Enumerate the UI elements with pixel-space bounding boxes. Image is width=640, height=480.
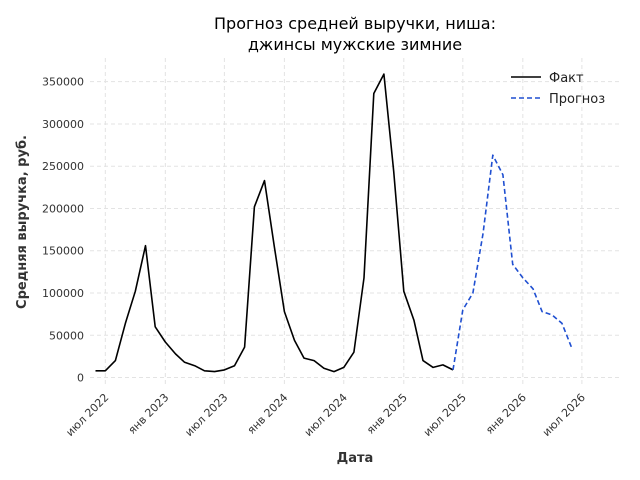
x-tick-label: июл 2023: [182, 391, 230, 439]
chart-title-line-2: джинсы мужские зимние: [248, 35, 462, 54]
y-tick-label: 50000: [49, 329, 84, 342]
series-lines: [95, 73, 573, 373]
x-tick-label: янв 2024: [245, 391, 291, 437]
y-tick-label: 100000: [42, 287, 84, 300]
y-tick-label: 150000: [42, 245, 84, 258]
x-tick-label: июл 2022: [63, 391, 111, 439]
y-tick-label: 0: [77, 372, 84, 385]
x-tick-label: июл 2025: [421, 391, 469, 439]
x-tick-label: июл 2026: [540, 391, 588, 439]
x-tick-label: янв 2023: [126, 391, 172, 437]
series-line-fact: [95, 73, 454, 373]
x-axis-ticks: июл 2022 янв 2023 июл 2023 янв 2024 июл 2024…: [63, 391, 588, 439]
legend: Факт Прогноз: [511, 71, 605, 107]
chart-title-line-1: Прогноз средней выручки, ниша:: [214, 14, 496, 33]
y-tick-label: 350000: [42, 76, 84, 89]
legend-label-fact: Факт: [549, 71, 584, 86]
y-tick-label: 250000: [42, 160, 84, 173]
x-tick-label: июл 2024: [302, 391, 350, 439]
x-tick-label: янв 2026: [483, 391, 529, 437]
legend-label-forecast: Прогноз: [549, 92, 605, 107]
y-tick-label: 200000: [42, 202, 84, 215]
x-axis-label: Дата: [337, 451, 374, 466]
x-tick-label: янв 2025: [364, 391, 410, 437]
series-line-forecast: [452, 154, 573, 371]
grid: [90, 58, 622, 386]
y-axis-ticks: 0 50000 100000 150000 200000 250000 300000 3500…: [42, 76, 84, 385]
y-tick-label: 300000: [42, 118, 84, 131]
y-axis-label: Средняя выручка, руб.: [15, 135, 30, 309]
